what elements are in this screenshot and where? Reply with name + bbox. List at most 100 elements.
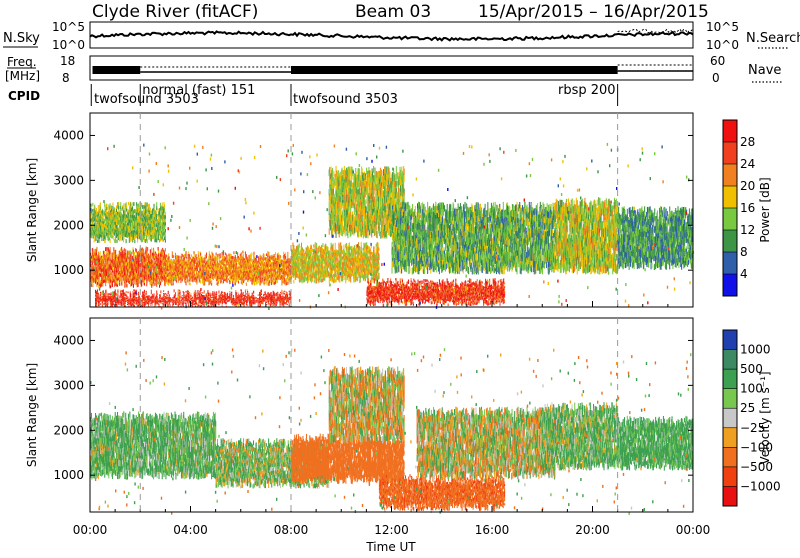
echo-cell: [194, 271, 195, 273]
echo-cell: [182, 278, 183, 281]
echo-cell: [100, 206, 101, 210]
echo-cell: [187, 279, 188, 282]
echo-cell: [119, 238, 120, 241]
echo-cell: [110, 203, 111, 207]
echo-cell: [138, 204, 139, 207]
cpid-mode-label: rbsp 200: [558, 83, 616, 98]
echo-cell: [181, 257, 182, 259]
echo-cell: [134, 240, 135, 243]
echo-cell: [157, 214, 158, 217]
freq-right-top: 60: [710, 54, 725, 68]
echo-cell: [124, 282, 125, 285]
echo-cell: [151, 238, 152, 242]
echo-cell: [163, 266, 164, 268]
echo-cell: [105, 237, 106, 240]
echo-cell: [144, 283, 145, 286]
echo-cell: [126, 239, 127, 243]
echo-cell: [113, 212, 114, 215]
echo-cell: [124, 285, 125, 288]
echo-cell: [134, 252, 135, 256]
echo-cell: [147, 256, 148, 259]
radar-summary-plot: Clyde River (fitACF) Beam 03 15/Apr/2015…: [0, 0, 800, 554]
freq-trace: [93, 65, 693, 74]
echo-cell: [97, 240, 98, 243]
echo-cell: [112, 267, 113, 270]
freq-label: Freq.: [7, 55, 37, 69]
echo-cell: [103, 267, 104, 270]
echo-cell: [165, 229, 166, 232]
echo-cell: [168, 253, 169, 256]
echo-cell: [103, 264, 104, 267]
echo-cell: [150, 211, 151, 214]
echo-cell: [154, 204, 155, 208]
echo-cell: [137, 236, 138, 239]
echo-cell: [210, 273, 211, 276]
echo-cell: [153, 283, 154, 286]
echo-cell: [100, 202, 101, 206]
cpid-mode-label: twofsound 3503: [293, 92, 398, 107]
freq-left-top: 18: [60, 54, 75, 68]
echo-cell: [164, 204, 165, 208]
echo-cell: [116, 283, 117, 286]
echo-cell: [119, 283, 120, 286]
echo-cell: [169, 256, 170, 259]
echo-cell: [191, 255, 192, 257]
echo-cell: [112, 284, 113, 287]
echo-cell: [186, 282, 187, 285]
echo-cell: [186, 251, 187, 254]
echo-cell: [104, 251, 105, 254]
echo-cell: [198, 251, 199, 254]
nsky-right-top: 10^5: [706, 20, 739, 34]
echo-cell: [133, 284, 134, 288]
echo-cell: [114, 208, 115, 212]
echo-cell: [158, 208, 159, 211]
echo-cell: [204, 282, 205, 285]
date-range: 15/Apr/2015 – 16/Apr/2015: [478, 2, 709, 22]
echo-cell: [151, 248, 152, 252]
echo-cell: [206, 256, 207, 259]
echo-cell: [194, 251, 195, 254]
echo-cell: [138, 284, 139, 288]
echo-cell: [204, 257, 205, 260]
echo-cell: [204, 260, 205, 263]
echo-cell: [99, 278, 100, 281]
echo-cell: [170, 259, 171, 261]
echo-cell: [116, 209, 117, 212]
nsky-left-top: 10^5: [52, 20, 85, 34]
echo-cell: [94, 239, 95, 243]
echo-cell: [92, 203, 93, 207]
echo-cell: [199, 277, 200, 279]
echo-cell: [159, 212, 160, 215]
nave-label: Nave: [748, 63, 781, 78]
echo-cell: [113, 209, 114, 212]
echo-cell: [98, 205, 99, 208]
echo-cell: [210, 281, 211, 284]
echo-cell: [96, 230, 97, 233]
echo-cell: [106, 247, 107, 251]
echo-cell: [211, 283, 212, 286]
echo-cell: [113, 234, 114, 237]
echo-cell: [98, 253, 99, 257]
echo-cell: [131, 204, 132, 208]
echo-cell: [117, 282, 118, 285]
echo-cell: [122, 282, 123, 286]
echo-cell: [150, 224, 151, 227]
echo-cell: [128, 269, 129, 273]
echo-cell: [154, 251, 155, 254]
echo-cell: [189, 254, 190, 257]
echo-cell: [116, 222, 117, 225]
echo-cell: [137, 239, 138, 242]
cpid-label: CPID: [8, 89, 40, 103]
echo-cell: [149, 272, 150, 274]
echo-cell: [116, 205, 117, 208]
echo-cell: [93, 265, 94, 268]
echo-cell: [127, 235, 128, 238]
nsky-trace: [90, 29, 693, 40]
cpid-mode-label: normal (fast) 151: [142, 83, 255, 98]
echo-cell: [113, 231, 114, 234]
echo-cell: [100, 257, 101, 260]
echo-cell: [197, 269, 198, 272]
echo-cell: [122, 250, 123, 253]
echo-cell: [100, 251, 101, 255]
echo-cell: [210, 256, 211, 259]
